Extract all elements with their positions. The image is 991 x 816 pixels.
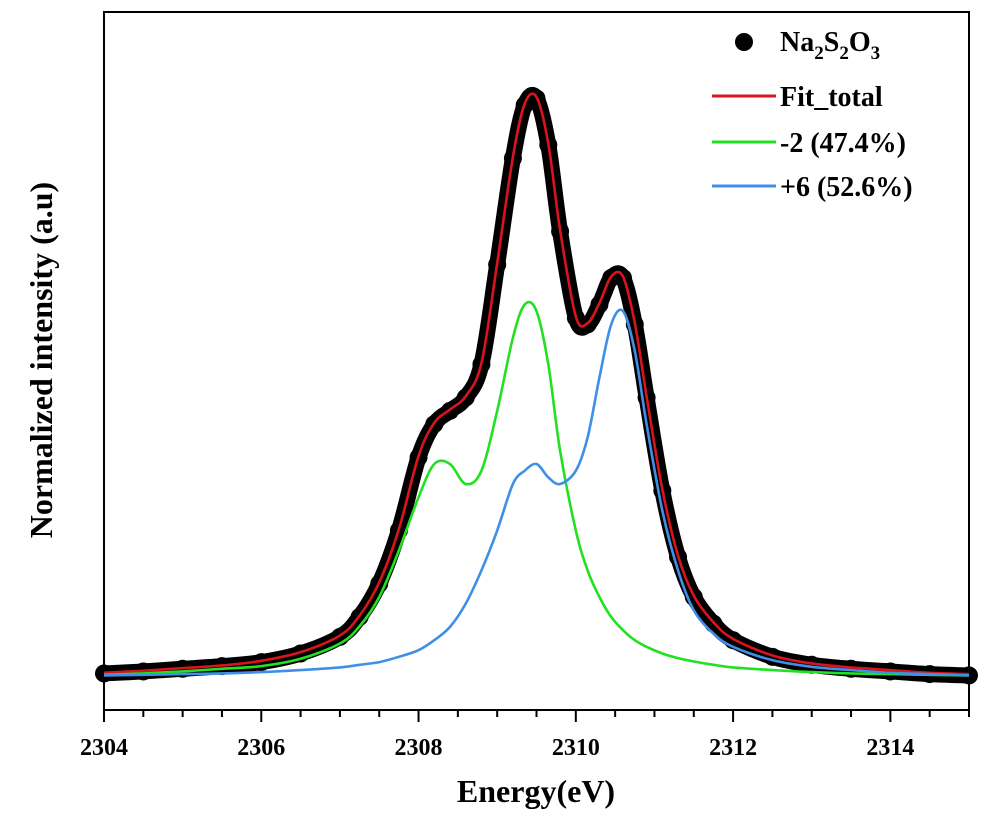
x-axis-title: Energy(eV) <box>457 773 615 809</box>
legend-item-na2s2o3: Na2S2O3 <box>735 27 880 64</box>
legend-na2s2o3-part-o: O <box>849 27 871 58</box>
legend-label-fit-total: Fit_total <box>780 82 883 113</box>
legend-marker-na2s2o3 <box>735 33 753 51</box>
legend-na2s2o3-sub-3: 3 <box>871 43 881 64</box>
legend-item-minus2: -2 (47.4%) <box>712 128 906 159</box>
x-tick-label: 2312 <box>709 735 757 761</box>
legend-na2s2o3-sub-2b: 2 <box>839 43 849 64</box>
legend-item-fit-total: Fit_total <box>712 82 883 113</box>
x-tick-label: 2304 <box>80 735 128 761</box>
x-axis-tick-labels: 2304 2306 2308 2310 2312 2314 <box>80 735 914 761</box>
legend-label-plus6: +6 (52.6%) <box>780 172 913 203</box>
data-point <box>802 655 821 674</box>
x-axis-ticks <box>103 710 970 722</box>
series-layer <box>95 87 978 685</box>
legend-item-plus6: +6 (52.6%) <box>712 172 913 203</box>
series-2-47-4-line <box>103 300 970 677</box>
series-2-47-4 <box>103 300 970 677</box>
series-fit-total <box>103 92 970 676</box>
x-tick-label: 2306 <box>237 735 285 761</box>
legend-label-minus2: -2 (47.4%) <box>780 128 906 159</box>
data-point <box>881 662 900 681</box>
data-point <box>95 664 113 683</box>
legend-na2s2o3-part-na: Na <box>780 27 814 58</box>
legend-na2s2o3-part-s: S <box>824 27 840 58</box>
series-6-52-6-line <box>103 308 970 677</box>
legend-label-na2s2o3: Na2S2O3 <box>780 27 880 64</box>
series-fit-total-line <box>103 92 970 676</box>
x-tick-label: 2314 <box>866 735 914 761</box>
series-6-52-6 <box>103 308 970 677</box>
x-tick-label: 2310 <box>552 735 600 761</box>
legend: Na2S2O3 Fit_total -2 (47.4%) +6 (52.6%) <box>712 27 913 203</box>
x-tick-label: 2308 <box>395 735 443 761</box>
legend-na2s2o3-sub-2a: 2 <box>814 43 824 64</box>
y-axis-title: Normalized intensity (a.u) <box>23 182 59 538</box>
